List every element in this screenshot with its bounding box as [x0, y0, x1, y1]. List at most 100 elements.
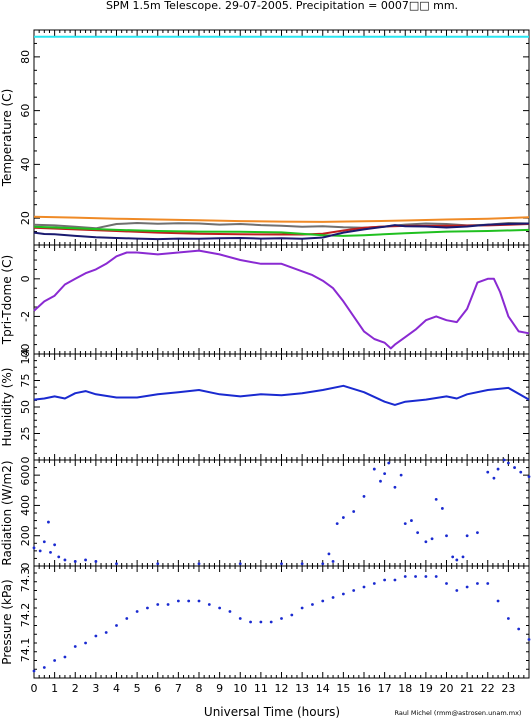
data-point [42, 540, 46, 544]
data-point [455, 558, 459, 562]
x-tick-label: 1 [51, 682, 58, 695]
data-point [32, 546, 36, 550]
data-point [187, 599, 191, 603]
y-tick-label: 74.1 [19, 638, 32, 663]
data-point [331, 560, 335, 563]
x-tick-label: 22 [481, 682, 495, 695]
x-tick-label: 17 [378, 682, 392, 695]
data-point [135, 610, 139, 613]
data-point [362, 494, 366, 498]
data-point [445, 534, 448, 538]
data-point [249, 620, 252, 624]
data-point [321, 599, 325, 603]
data-point [197, 599, 201, 603]
data-point [379, 479, 382, 483]
y-tick-label: 0 [19, 563, 32, 570]
y-tick-label: 74.2 [19, 603, 32, 628]
y-tick-label: 600 [19, 465, 32, 486]
data-point [94, 634, 98, 638]
y-tick-label: -2 [19, 311, 32, 322]
data-point [73, 560, 77, 563]
data-point [125, 617, 129, 620]
data-point [341, 516, 345, 519]
data-point [94, 560, 98, 563]
data-point [465, 585, 469, 589]
x-tick-label: 13 [295, 682, 309, 695]
panel-frame-2 [33, 353, 530, 461]
data-point [73, 645, 77, 648]
data-point [300, 562, 304, 566]
data-point [259, 620, 263, 624]
x-tick-label: 21 [460, 682, 474, 695]
data-point [465, 534, 469, 538]
data-point [383, 578, 387, 582]
data-point [527, 638, 531, 641]
y-tick-label: 20 [19, 211, 32, 225]
x-tick-label: 11 [254, 682, 268, 695]
y-tick-label: 40 [19, 157, 32, 171]
data-point [341, 592, 345, 596]
data-point [393, 578, 397, 582]
data-point [207, 603, 211, 606]
panel-frame-4 [33, 565, 530, 679]
data-point [327, 552, 331, 556]
x-tick-label: 19 [419, 682, 433, 695]
data-point [53, 543, 57, 547]
y-axis-label: Pressure (kPa) [0, 579, 14, 664]
x-tick-label: 10 [233, 682, 247, 695]
data-point [372, 582, 376, 585]
data-point [506, 617, 510, 620]
y-tick-label: 0 [19, 457, 32, 464]
x-tick-label: 9 [216, 682, 223, 695]
data-point [176, 599, 180, 603]
x-tick-label: 2 [72, 682, 79, 695]
data-point [104, 631, 108, 634]
data-point [445, 582, 448, 585]
data-point [424, 540, 428, 544]
data-point [197, 562, 201, 566]
data-point [455, 589, 459, 592]
data-point [434, 575, 438, 578]
data-point [311, 603, 314, 606]
y-tick-label: 400 [19, 495, 32, 516]
y-tick-label: 60 [19, 104, 32, 118]
y-tick-label: 0 [19, 275, 32, 282]
series-line-0-4 [33, 225, 530, 237]
x-tick-label: 3 [92, 682, 99, 695]
data-point [218, 606, 222, 610]
data-point [519, 470, 523, 474]
data-point [269, 620, 273, 624]
data-point [38, 549, 42, 553]
x-tick-label: 4 [113, 682, 120, 695]
data-point [115, 562, 118, 566]
y-tick-label: 200 [19, 525, 32, 546]
x-tick-label: 12 [275, 682, 289, 695]
x-tick-label: 0 [31, 682, 38, 695]
data-point [335, 522, 339, 525]
data-point [63, 655, 67, 659]
series-line-0-2 [33, 222, 530, 230]
data-point [63, 558, 67, 562]
data-point [352, 510, 356, 513]
y-tick-label: 80 [19, 50, 32, 64]
data-point [399, 473, 403, 477]
series-line-0-5 [33, 222, 530, 241]
panel-frame-3 [33, 459, 530, 567]
data-point [502, 458, 506, 462]
data-point [146, 606, 149, 610]
x-tick-label: 7 [175, 682, 182, 695]
data-point [166, 603, 170, 606]
y-axis-label: Humidity (%) [0, 368, 14, 447]
data-point [393, 485, 397, 489]
data-point [42, 666, 46, 669]
data-point [416, 531, 420, 535]
data-point [513, 466, 516, 469]
data-point [300, 606, 304, 610]
series-line-0-1 [33, 215, 530, 223]
x-tick-label: 18 [398, 682, 412, 695]
data-point [451, 555, 455, 559]
x-axis-label: Universal Time (hours) [204, 705, 340, 719]
y-tick-label: 50 [19, 400, 32, 414]
x-tick-label: 20 [440, 682, 454, 695]
x-tick-label: 8 [196, 682, 203, 695]
